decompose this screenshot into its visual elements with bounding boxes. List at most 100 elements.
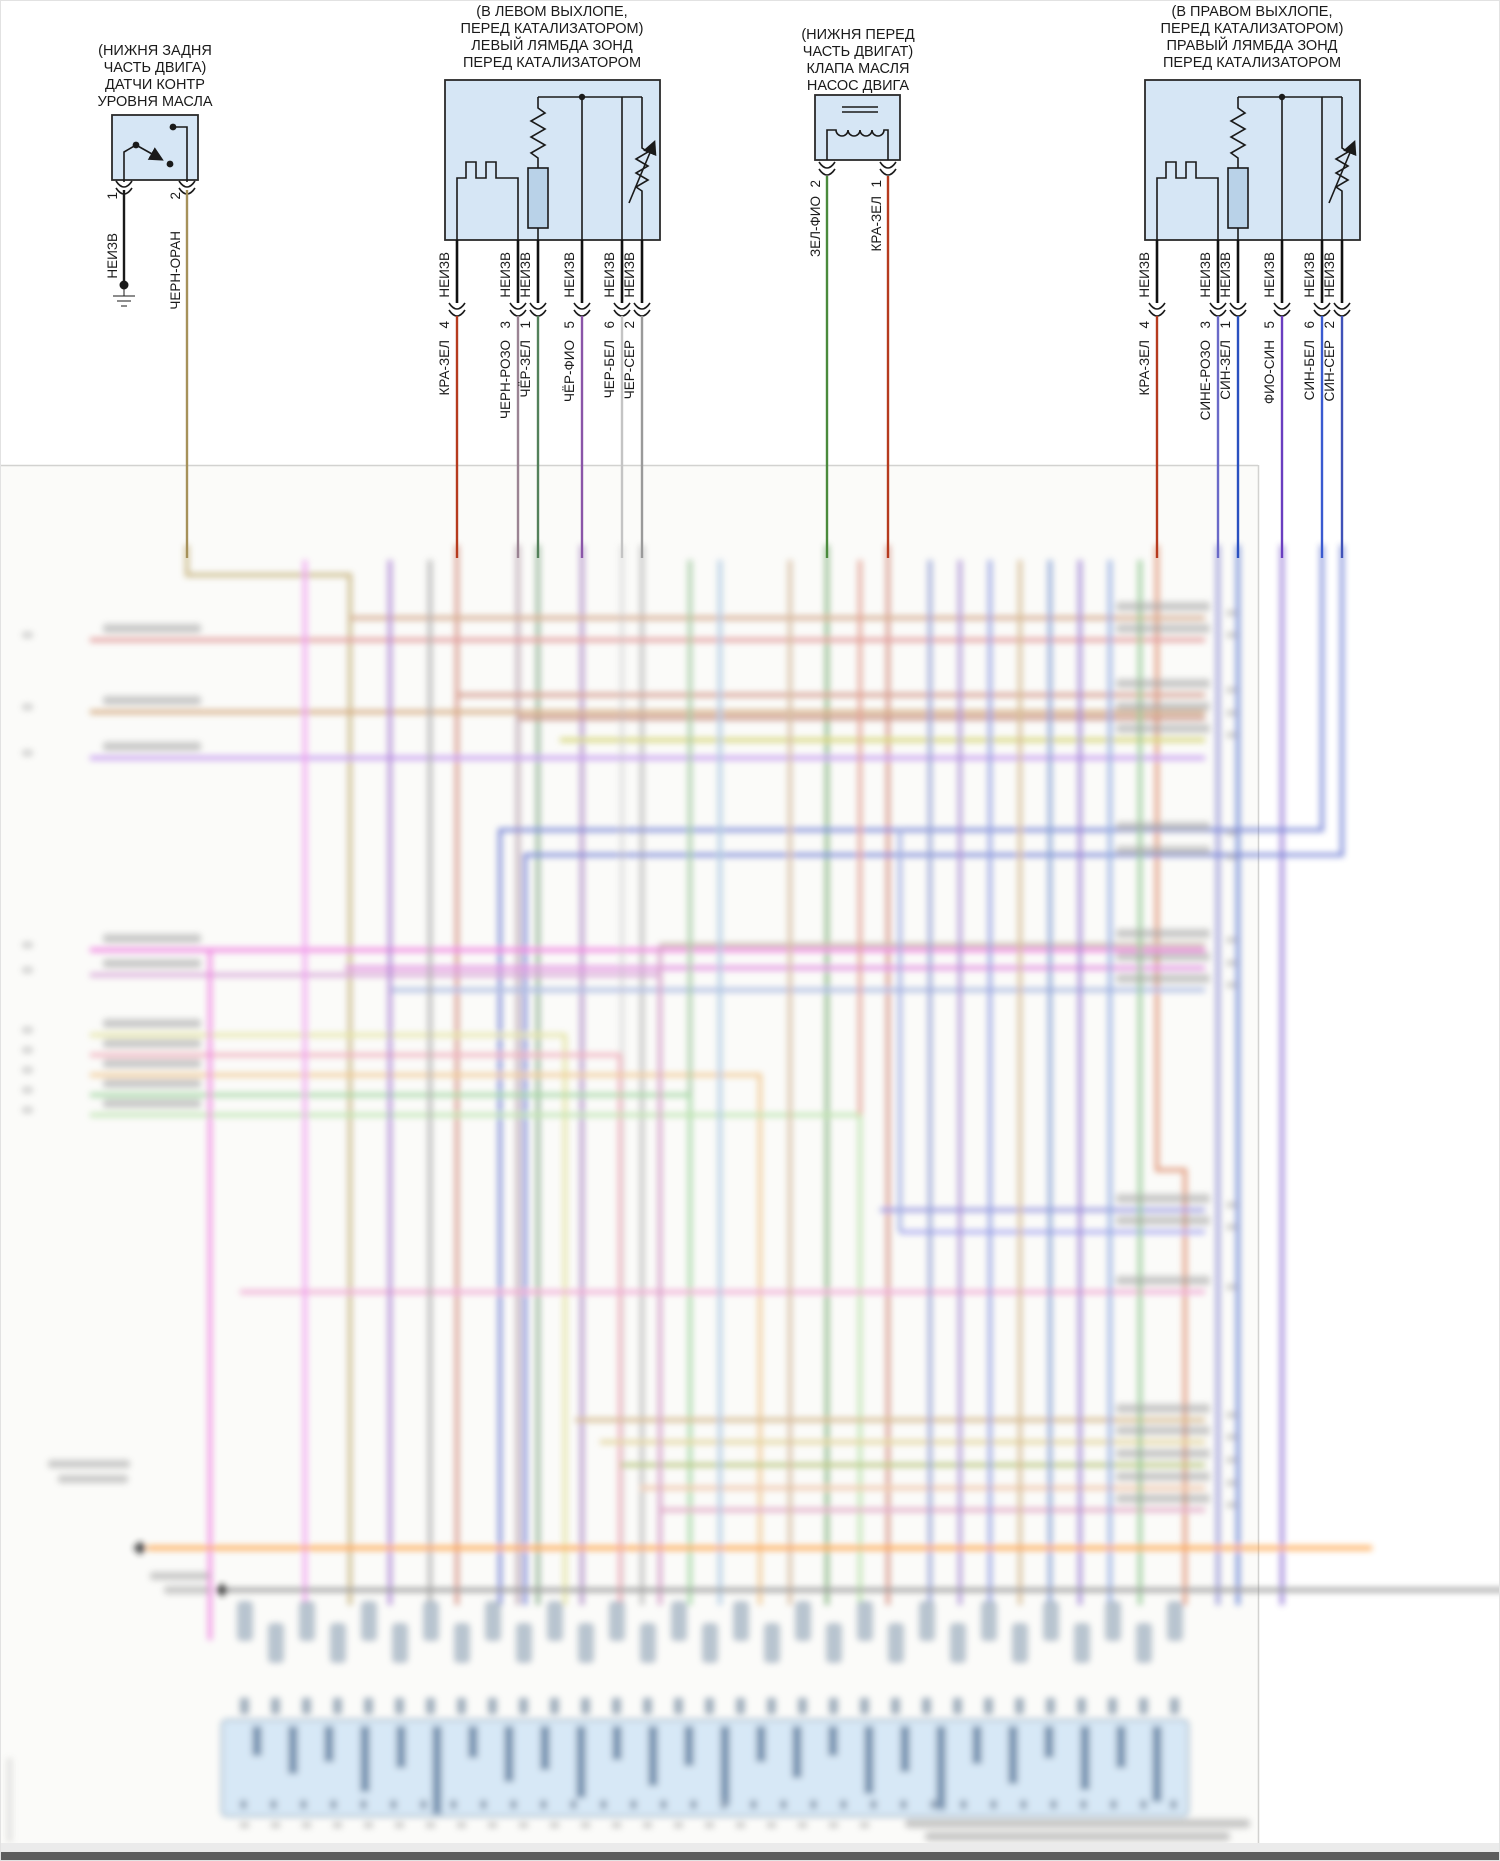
blurred-caption-line [925,1832,1230,1841]
blurred-pin-number [767,1822,776,1828]
blurred-pin-number [333,1822,342,1828]
stub-wire-label: НЕИЗВ [1262,252,1277,298]
inline-connector-icon [509,302,527,317]
harness-connector-stub [299,1601,315,1641]
harness-connector-stub [640,1623,656,1663]
stub-wire-label: НЕИЗВ [1218,252,1233,298]
component-title: (НИЖНЯ ЗАДНЯ [98,43,212,59]
harness-splice-diamond-icon [133,1541,147,1555]
window-edge-dark [0,1852,1500,1861]
connector-bottom-mark [390,1800,397,1809]
wire-color-label: ЧЕРН-РОЗО [498,340,513,419]
blurred-label [22,1047,33,1053]
blurred-pin-number [798,1822,807,1828]
connector-terminal-slot [864,1726,874,1794]
harness-connector-stub [330,1623,346,1663]
inline-connector-icon [1313,302,1331,317]
inline-connector-icon [818,161,836,176]
component-box [814,94,901,161]
connector-pin [1077,1698,1086,1714]
blurred-label [1116,679,1210,688]
watermark [7,1758,12,1842]
pin-number: 5 [1262,321,1277,329]
harness-wire [90,1033,567,1605]
component-title: ЛЕВЫЙ ЛЯМБДА ЗОНД [471,36,633,54]
blurred-label [1116,1194,1210,1203]
connector-terminal-slot [576,1726,586,1798]
blurred-label [1226,1502,1237,1508]
wire-color-label: КРА-ЗЕЛ [869,196,884,251]
blurred-pin-number [581,1822,590,1828]
blurred-label [1116,974,1210,983]
connector-pin [612,1698,621,1714]
connector-terminal-slot [792,1726,802,1778]
pin-number: 2 [622,321,637,329]
connector-bottom-mark [1050,1800,1057,1809]
inline-connector-icon [529,302,547,317]
harness-connector-stub [888,1623,904,1663]
connector-terminal-slot [360,1726,370,1792]
component-title: ПЕРЕД КАТАЛИЗАТОРОМ) [461,21,644,37]
blurred-pin-number [271,1822,280,1828]
wire-color-label: ЧЁР-ФИО [562,340,577,402]
blurred-label [1116,1494,1210,1503]
blurred-label [103,1039,201,1048]
pin-number: 1 [869,180,884,188]
connector-pin [829,1698,838,1714]
harness-connector-stub [826,1623,842,1663]
blurred-pin-number [860,1822,869,1828]
pin-group: 1 НЕИЗВ [105,180,136,307]
pin-number: 2 [168,192,183,200]
connector-bottom-mark [840,1800,847,1809]
inline-connector-icon [879,161,897,176]
harness-connector-stub [671,1601,687,1641]
blur-region-background [0,466,1258,1843]
harness-connector-stub [392,1623,408,1663]
wire-color-label: ФИО-СИН [1262,340,1277,404]
pin-group: 2 ЧЕРН-ОРАН [168,180,196,558]
switch-contact-arrow-icon [135,144,164,161]
pin-number: 6 [1302,321,1317,329]
harness-connector-stub [702,1623,718,1663]
stub-wire-label: НЕИЗВ [1302,252,1317,298]
connector-bottom-mark [540,1800,547,1809]
connector-terminal-slot [1152,1726,1162,1802]
connector-bottom-mark [780,1800,787,1809]
blurred-label [164,1586,210,1594]
blurred-label [1116,822,1210,831]
harness-wire [498,545,1324,1605]
blurred-label [22,1067,33,1073]
inline-connector-icon [613,302,631,317]
blurred-label [22,632,33,638]
harness-connector-stub [857,1601,873,1641]
connector-pin [860,1698,869,1714]
pin-number: 2 [1322,321,1337,329]
blurred-label [1226,732,1237,738]
harness-wire [90,1073,762,1605]
connector-bottom-mark [480,1800,487,1809]
harness-connector-stub [1167,1601,1183,1641]
harness-connector-stub [764,1623,780,1663]
inline-connector-icon [448,302,466,317]
blurred-label [103,1059,201,1068]
connector-bottom-mark [720,1800,727,1809]
stub-wire-label: НЕИЗВ [498,252,513,298]
connector-pin [395,1698,404,1714]
pin-group: НЕИЗВ 4 КРА-ЗЕЛ [1137,240,1166,558]
harness-connector-stub [454,1623,470,1663]
component-title: ПЕРЕД КАТАЛИЗАТОРОМ) [1161,21,1344,37]
inline-connector-icon [1148,302,1166,317]
connector-pin [643,1698,652,1714]
blurred-label [22,1087,33,1093]
stub-wire-label: НЕИЗВ [622,252,637,298]
blurred-caption-line [905,1819,1250,1828]
harness-connector-stub [795,1601,811,1641]
harness-connector-stub [516,1623,532,1663]
connector-pin [1170,1698,1179,1714]
component-title: ЧАСТЬ ДВИГА) [104,60,207,76]
connector-pin [891,1698,900,1714]
harness-connector-stub [1012,1623,1028,1663]
connector-pin [271,1698,280,1714]
blurred-label [1226,960,1237,966]
blurred-label [1116,1276,1210,1285]
